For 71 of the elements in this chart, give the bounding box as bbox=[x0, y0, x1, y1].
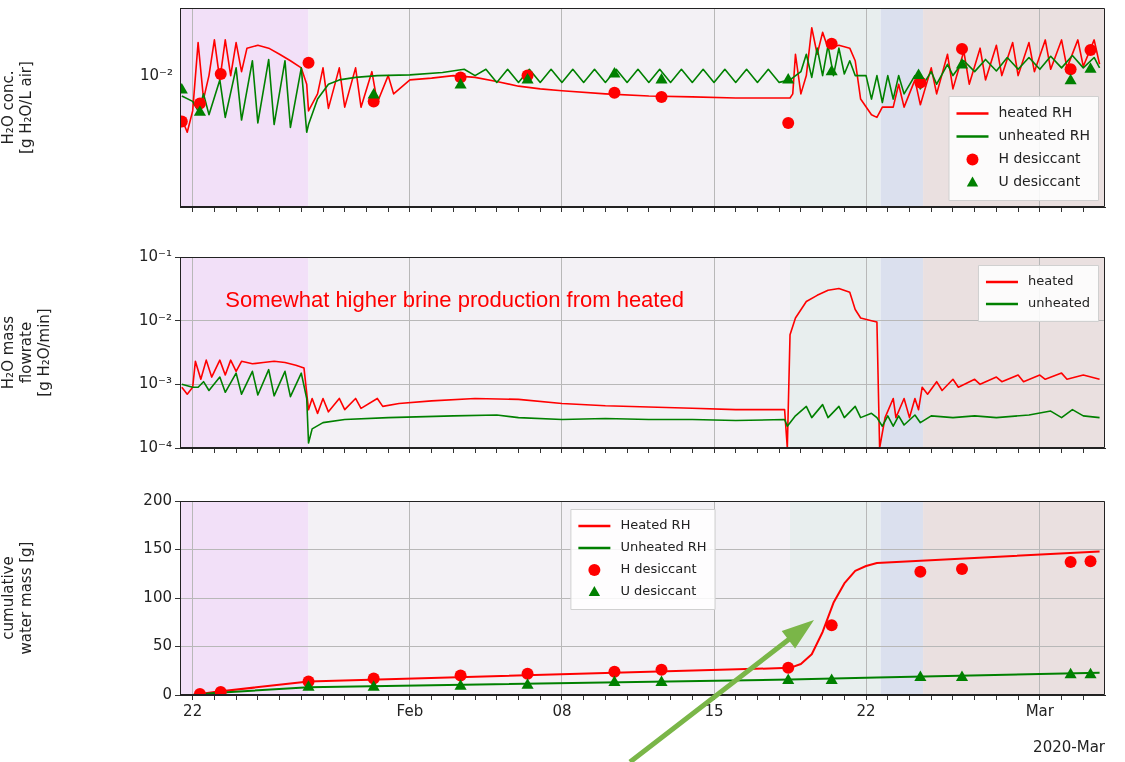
point bbox=[608, 86, 621, 99]
legend-label: heated RH bbox=[998, 104, 1073, 121]
text: 2020-Mar bbox=[1033, 737, 1106, 756]
point bbox=[912, 68, 925, 80]
y-axis-title: H₂O conc. [g H₂O/L air] bbox=[0, 61, 35, 154]
point bbox=[825, 64, 838, 76]
point bbox=[914, 670, 927, 682]
point bbox=[1064, 73, 1077, 85]
point bbox=[608, 675, 621, 686]
point bbox=[454, 669, 467, 682]
point bbox=[782, 116, 795, 129]
point bbox=[1084, 667, 1097, 679]
x-tick-label: 15 bbox=[704, 701, 724, 720]
point bbox=[302, 680, 315, 691]
legend-label: heated bbox=[1027, 273, 1074, 289]
x-tick-label: Feb bbox=[396, 701, 424, 720]
point bbox=[825, 673, 838, 684]
point bbox=[1084, 62, 1097, 73]
y-axis-title: cumulative water mass [g] bbox=[0, 541, 35, 655]
legend-label: Unheated RH bbox=[620, 539, 707, 555]
point bbox=[955, 670, 969, 682]
y-tick-label: 10⁻⁴ bbox=[138, 437, 172, 456]
point bbox=[782, 673, 795, 684]
point bbox=[955, 58, 969, 69]
legend-label: unheated RH bbox=[998, 127, 1091, 144]
point bbox=[1064, 556, 1077, 569]
point bbox=[302, 56, 315, 69]
y-axis-title: H₂O mass flowrate [g H₂O/min] bbox=[0, 308, 53, 397]
point bbox=[914, 565, 927, 578]
point bbox=[956, 42, 968, 55]
legend-label: unheated bbox=[1027, 295, 1090, 311]
legend-label: H desiccant bbox=[998, 150, 1081, 167]
point bbox=[655, 72, 668, 84]
point bbox=[214, 67, 227, 80]
y-tick-label: 200 bbox=[143, 490, 172, 509]
y-tick-label: 100 bbox=[143, 587, 172, 606]
point bbox=[1084, 43, 1097, 56]
y-tick-label: 50 bbox=[152, 636, 172, 655]
x-tick-label: 22 bbox=[183, 701, 203, 720]
x-tick-label: 08 bbox=[552, 701, 572, 720]
point bbox=[782, 661, 795, 674]
point bbox=[655, 675, 668, 686]
point bbox=[782, 72, 795, 84]
legend-label: U desiccant bbox=[998, 173, 1081, 190]
point bbox=[655, 90, 668, 103]
y-tick-label: 10⁻¹ bbox=[138, 246, 172, 265]
point bbox=[1084, 555, 1097, 568]
y-tick-label: 0 bbox=[162, 684, 172, 703]
point bbox=[1064, 63, 1077, 76]
point bbox=[608, 665, 621, 678]
legend-label: U desiccant bbox=[620, 583, 697, 599]
annotation: Somewhat higher brine production from heated bbox=[225, 286, 684, 312]
legend-label: H desiccant bbox=[620, 561, 697, 577]
x-tick-label: 22 bbox=[856, 701, 876, 720]
point bbox=[655, 663, 668, 676]
point bbox=[825, 619, 838, 632]
point bbox=[956, 562, 968, 575]
legend-label: Heated RH bbox=[620, 517, 691, 533]
point bbox=[825, 37, 838, 50]
y-tick-label: 10⁻³ bbox=[138, 374, 172, 393]
point bbox=[1064, 667, 1077, 679]
point bbox=[367, 680, 380, 691]
point bbox=[521, 667, 534, 680]
x-tick-label: Mar bbox=[1025, 701, 1055, 720]
point bbox=[367, 87, 380, 99]
y-tick-label: 10⁻² bbox=[138, 310, 172, 329]
point bbox=[521, 678, 534, 689]
point bbox=[193, 105, 206, 116]
point bbox=[454, 78, 467, 89]
point bbox=[454, 679, 467, 690]
y-tick-label: 150 bbox=[143, 539, 172, 558]
